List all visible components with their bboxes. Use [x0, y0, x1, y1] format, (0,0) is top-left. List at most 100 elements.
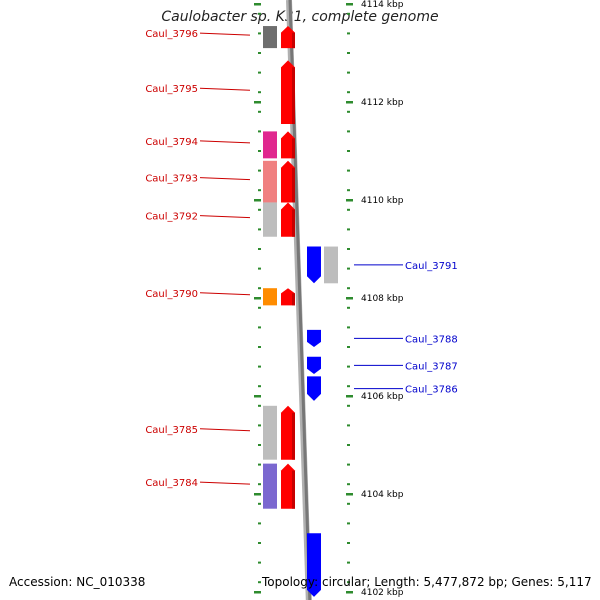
axis-tick: [254, 101, 261, 104]
minor-tick: [258, 365, 261, 368]
forward-gene-arrow: [281, 288, 295, 306]
gene-label: Caul_3794: [145, 137, 198, 148]
axis-ticks: 4114 kbp 4112 kbp 4110 kbp 4108 kbp 4106 kbp…: [254, 0, 404, 598]
minor-tick: [347, 581, 350, 584]
axis-tick: [254, 591, 261, 594]
minor-tick-marks: [258, 12, 350, 584]
minor-tick: [347, 52, 350, 54]
minor-tick: [347, 346, 350, 348]
minor-tick: [258, 483, 261, 486]
minor-tick: [258, 91, 261, 94]
minor-tick: [258, 346, 261, 348]
forward-gene-arrow: [281, 60, 295, 125]
minor-tick: [258, 71, 261, 74]
reverse-gene-arrow: [307, 246, 321, 284]
cog-color-block: [263, 202, 277, 237]
gene-label-leader: [199, 87, 251, 91]
gene-label: Caul_3785: [145, 425, 198, 436]
reverse-gene-arrow: [307, 329, 321, 347]
minor-tick: [347, 169, 350, 172]
gene-label-leader: [199, 428, 251, 432]
reverse-strand-genes: Caul_3791 Caul_3788 Caul_3787 Caul_3786: [307, 246, 458, 597]
gene-arrow-shade: [292, 67, 295, 125]
reverse-gene-arrow: [307, 533, 321, 597]
gene-label: Caul_3784: [145, 478, 198, 489]
axis-tick: [254, 297, 261, 300]
minor-tick: [347, 306, 350, 309]
minor-tick: [258, 189, 261, 192]
gene-label: Caul_3790: [145, 289, 198, 300]
minor-tick: [347, 71, 350, 74]
gene-label: Caul_3787: [405, 361, 458, 372]
minor-tick: [347, 248, 350, 250]
gene-label-leader: [199, 292, 251, 296]
axis-tick-label: 4110 kbp: [361, 196, 404, 206]
minor-tick: [258, 150, 261, 152]
minor-tick: [258, 502, 261, 505]
gene-label: Caul_3796: [145, 29, 198, 40]
cog-color-block: [263, 26, 277, 49]
gene-label-leader: [199, 140, 251, 144]
minor-tick: [258, 12, 261, 15]
gene-label: Caul_3795: [145, 84, 198, 95]
minor-tick: [258, 404, 261, 407]
minor-tick: [347, 150, 350, 152]
cog-color-block: [263, 288, 277, 306]
axis-tick: [346, 395, 353, 398]
axis-tick: [254, 199, 261, 202]
gene-label-leader: [199, 32, 251, 36]
gene-label: Caul_3792: [145, 212, 198, 223]
minor-tick: [258, 561, 261, 564]
minor-tick: [258, 444, 261, 446]
axis-tick: [254, 493, 261, 496]
forward-gene-arrow: [281, 26, 295, 49]
gene-arrow-shade: [292, 412, 295, 460]
axis-tick-label: 4106 kbp: [361, 392, 404, 402]
reverse-gene-arrow: [307, 356, 321, 374]
minor-tick: [258, 522, 261, 525]
minor-tick: [347, 463, 350, 466]
axis-tick-label: 4112 kbp: [361, 98, 404, 108]
forward-gene-arrow: [281, 160, 295, 203]
forward-gene-arrow: [281, 405, 295, 460]
minor-tick: [347, 542, 350, 544]
minor-tick: [347, 444, 350, 446]
gene-arrow-shade: [292, 209, 295, 237]
minor-tick: [347, 424, 350, 427]
minor-tick: [258, 32, 261, 35]
minor-tick: [258, 385, 261, 388]
cog-color-block: [263, 160, 277, 203]
minor-tick: [258, 306, 261, 309]
axis-tick-label: 4104 kbp: [361, 490, 404, 500]
minor-tick: [347, 91, 350, 94]
gene-label-leader: [199, 215, 251, 219]
minor-tick: [347, 561, 350, 564]
genome-title: Caulobacter sp. K31, complete genome: [161, 9, 439, 25]
gene-arrow-shade: [292, 470, 295, 509]
axis-tick: [254, 3, 261, 6]
minor-tick: [258, 463, 261, 466]
minor-tick: [347, 502, 350, 505]
cog-color-block: [324, 246, 338, 284]
minor-tick: [258, 424, 261, 427]
gene-arrow-shade: [292, 32, 295, 49]
minor-tick: [258, 267, 261, 270]
minor-tick: [347, 365, 350, 368]
minor-tick: [347, 32, 350, 35]
minor-tick: [347, 326, 350, 329]
gene-label: Caul_3793: [145, 174, 198, 185]
gene-arrow-shade: [292, 138, 295, 159]
axis-tick: [346, 493, 353, 496]
minor-tick: [258, 228, 261, 231]
minor-tick: [347, 404, 350, 407]
minor-tick: [347, 267, 350, 270]
axis-tick-label: 4108 kbp: [361, 294, 404, 304]
cog-color-block: [263, 463, 277, 509]
minor-tick: [347, 287, 350, 290]
minor-tick: [347, 189, 350, 192]
minor-tick: [258, 169, 261, 172]
axis-tick: [346, 3, 353, 6]
minor-tick: [347, 130, 350, 133]
axis-tick: [346, 591, 353, 594]
gene-label: Caul_3788: [405, 334, 458, 345]
